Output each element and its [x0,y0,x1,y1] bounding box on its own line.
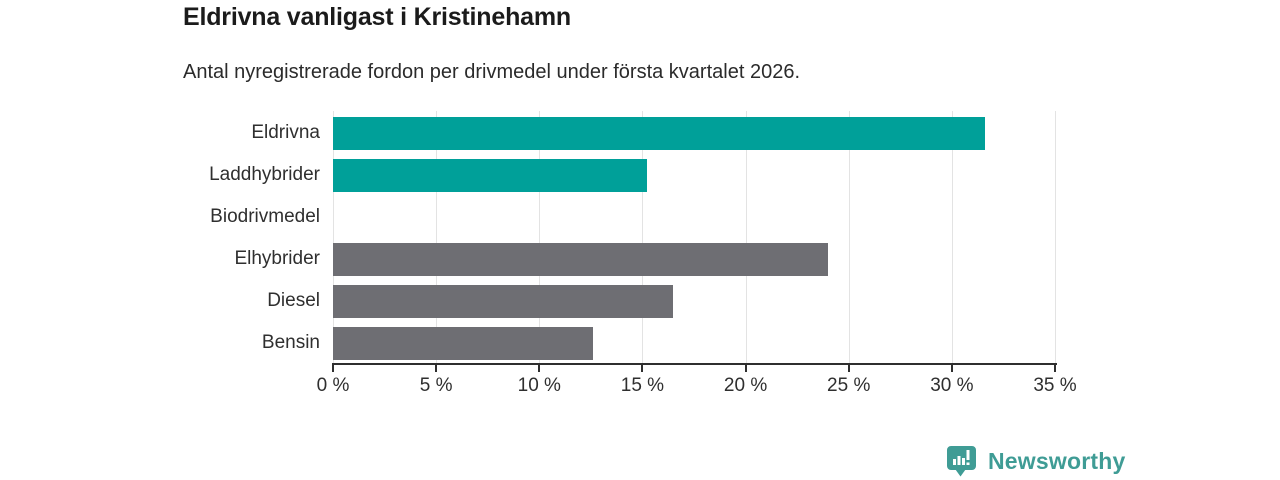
bar-eldrivna [333,117,985,150]
x-axis-tick [847,363,850,372]
x-axis-tick [538,363,541,372]
bar-elhybrider [333,243,829,276]
bar-diesel [333,285,674,318]
x-axis-line [332,363,1057,365]
bar-chart-pin-icon [947,446,976,477]
gridline [642,111,644,363]
x-axis-tick [435,363,438,372]
y-axis-label: Elhybrider [234,248,320,269]
y-axis-label: Laddhybrider [209,164,320,185]
bar-row [333,321,1055,363]
bar-row [333,195,1055,237]
x-axis-tick [332,363,334,372]
bar-row [333,111,1055,153]
x-axis-tick [1054,363,1056,372]
x-axis-tick-label: 0 % [316,375,350,396]
x-axis-tick [744,363,747,372]
bar-row [333,279,1055,321]
plot-area [333,111,1056,363]
x-axis-tick-label: 15 % [620,375,665,396]
newsworthy-logo-text: Newsworthy [988,448,1126,474]
bar-laddhybrider [333,159,647,192]
x-axis-tick [641,363,644,372]
x-axis-tick-label: 35 % [1033,375,1077,396]
chart-title: Eldrivna vanligast i Kristinehamn [183,3,571,31]
gridline [951,111,953,363]
x-axis-tick [950,363,953,372]
gridline [745,111,747,363]
y-axis-label: Eldrivna [251,122,320,143]
gridline [436,111,438,363]
bar-bensin [333,327,593,360]
chart-subtitle: Antal nyregistrerade fordon per drivmede… [183,61,801,83]
gridline [1055,111,1056,363]
bar-row [333,153,1055,195]
gridline [539,111,541,363]
x-axis: 0 % 5 % 10 % 15 % 20 % 25 % 30 % 35 % [317,363,1077,403]
gridline [333,111,334,363]
y-axis-label: Bensin [261,332,320,353]
x-axis-tick-label: 10 % [517,375,561,396]
y-axis-label: Diesel [267,290,320,311]
x-axis-tick-label: 5 % [419,375,453,396]
newsworthy-logo: Newsworthy [946,445,1125,478]
gridline [848,111,850,363]
y-axis-labels: Eldrivna Laddhybrider Biodrivmedel Elhybrid… [0,112,320,364]
y-axis-label: Biodrivmedel [210,206,320,227]
x-axis-tick-label: 20 % [723,375,768,396]
x-axis-tick-label: 25 % [827,375,871,396]
bar-row [333,237,1055,279]
x-axis-tick-label: 30 % [930,375,974,396]
